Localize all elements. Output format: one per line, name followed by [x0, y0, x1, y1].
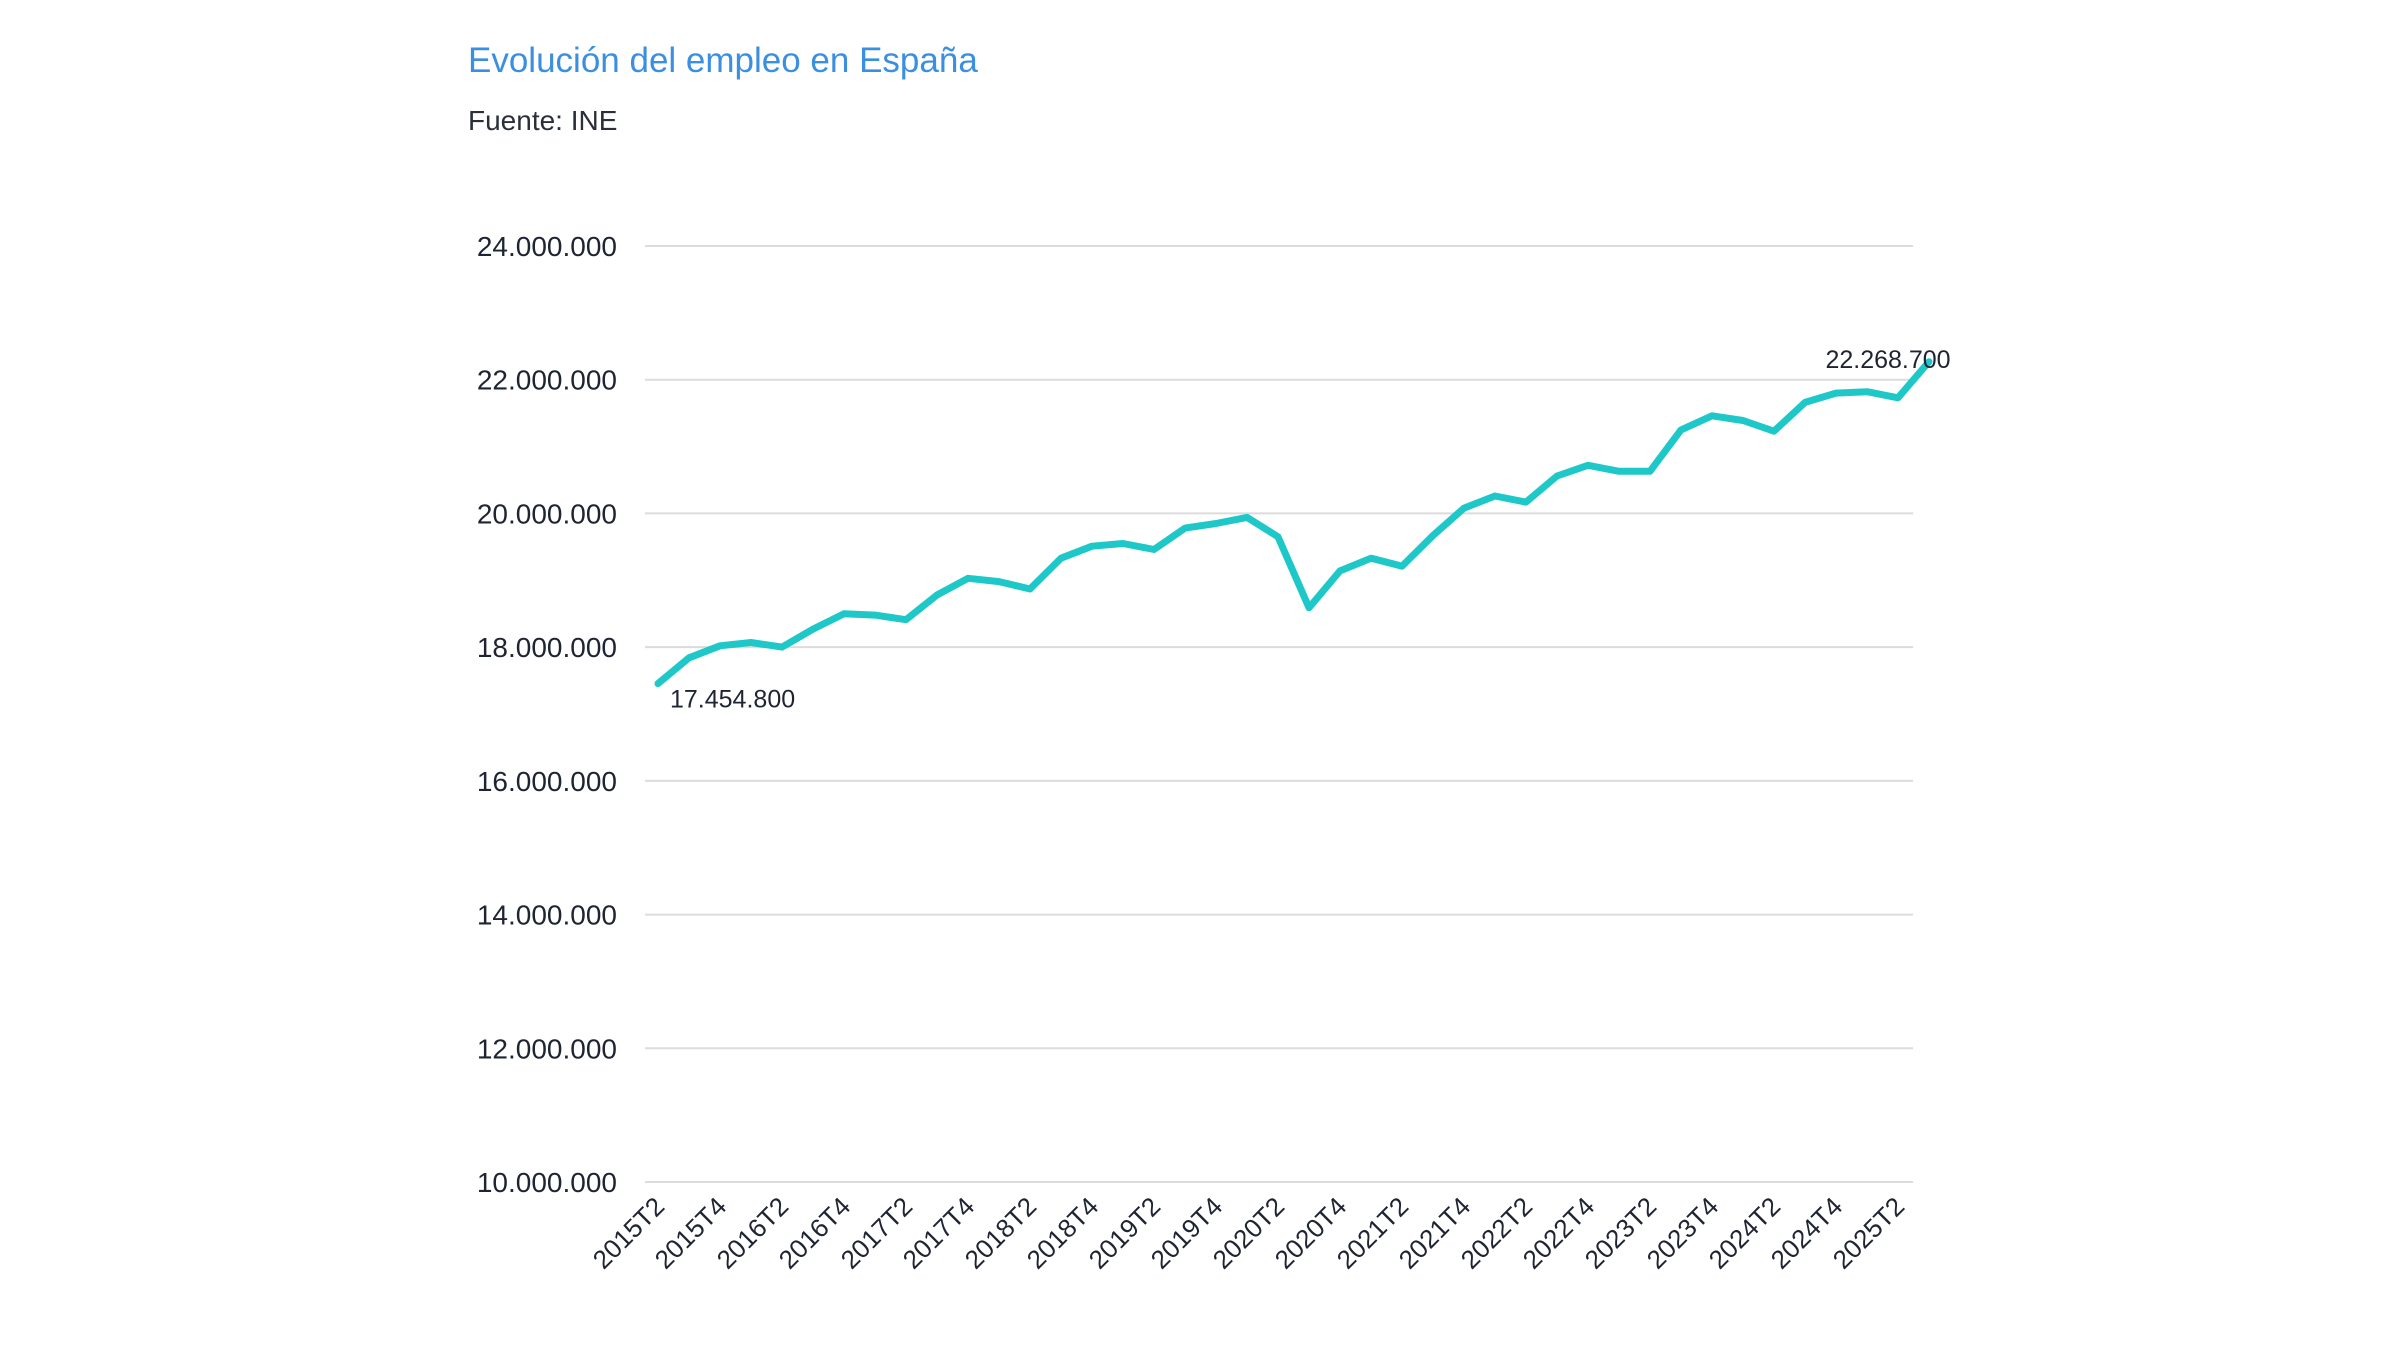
y-tick-label: 10.000.000 — [477, 1167, 617, 1198]
y-tick-label: 12.000.000 — [477, 1033, 617, 1064]
y-tick-label: 20.000.000 — [477, 498, 617, 529]
series-employment — [654, 358, 1933, 688]
y-tick-label: 18.000.000 — [477, 632, 617, 663]
x-axis: 2015T22015T42016T22016T42017T22017T42018… — [587, 1191, 1911, 1275]
y-axis: 10.000.000 12.000.000 14.000.000 16.000.000… — [477, 231, 617, 1198]
data-label: 22.268.700 — [1825, 346, 1950, 374]
y-tick-label: 22.000.000 — [477, 365, 617, 396]
chart-subtitle: Fuente: INE — [468, 105, 617, 136]
series-line — [654, 358, 1933, 688]
y-tick-label: 14.000.000 — [477, 900, 617, 931]
data-label: 17.454.800 — [670, 686, 795, 714]
y-tick-label: 24.000.000 — [477, 231, 617, 262]
data-labels: 17.454.800 22.268.700 — [670, 346, 1951, 714]
y-tick-label: 16.000.000 — [477, 766, 617, 797]
chart-title: Evolución del empleo en España — [468, 41, 978, 80]
gridlines — [645, 245, 1913, 1183]
